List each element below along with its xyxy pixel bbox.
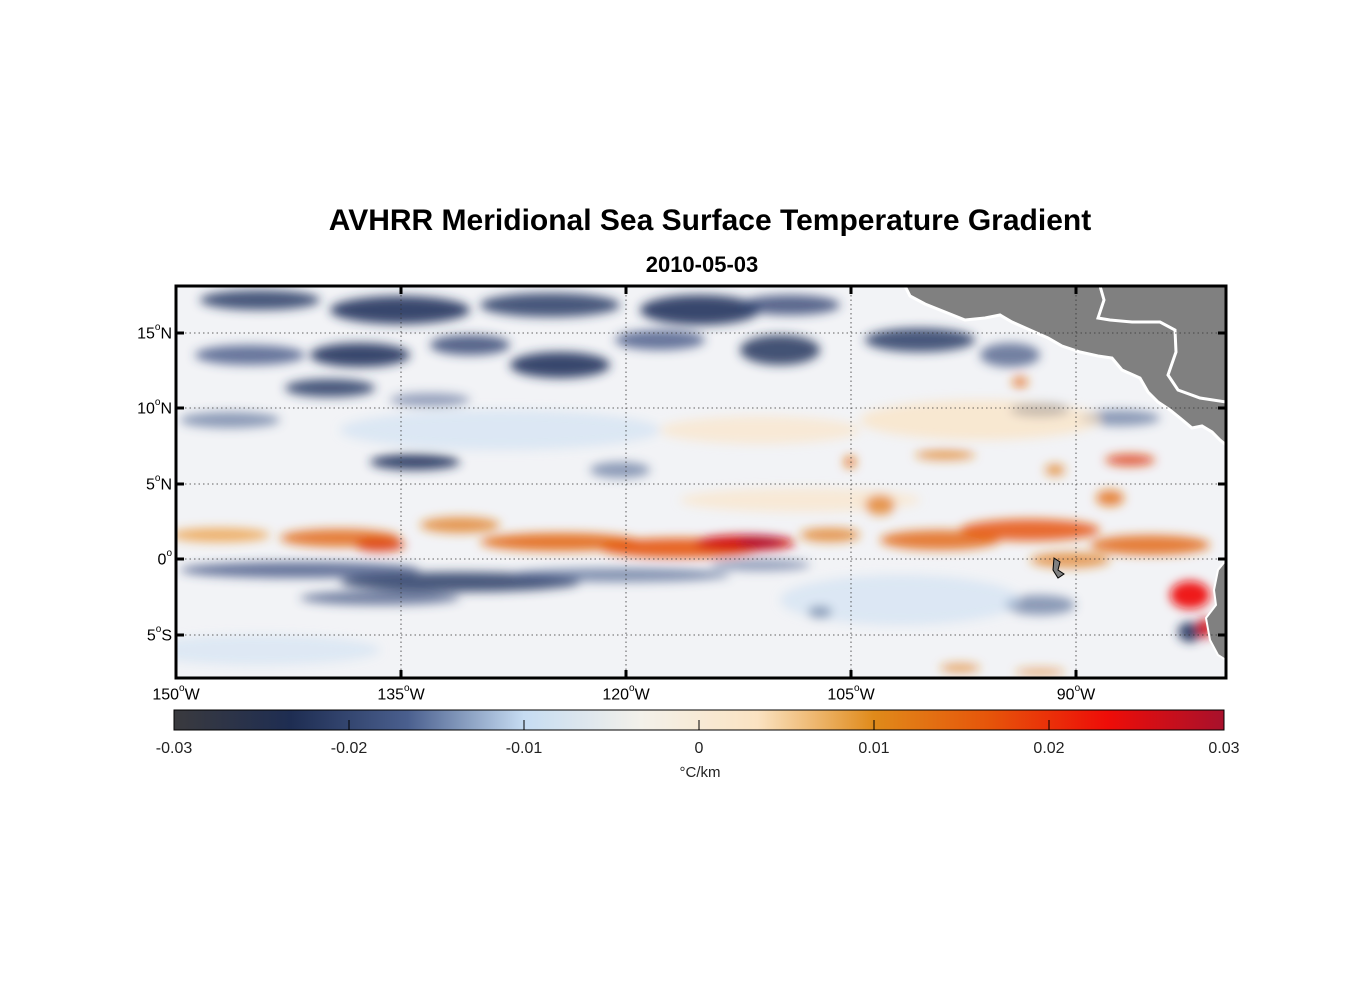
lon-label-150w: 150oW bbox=[152, 683, 200, 704]
lat-label-15n: 15oN bbox=[137, 322, 172, 343]
colorbar-tick-label: -0.03 bbox=[155, 740, 193, 757]
colorbar-unit-label: °C/km bbox=[679, 764, 721, 781]
colorbar-tick-label: -0.01 bbox=[505, 740, 543, 757]
chart-title: AVHRR Meridional Sea Surface Temperature… bbox=[328, 204, 1092, 237]
colorbar-tick-label: 0.01 bbox=[858, 740, 890, 757]
colorbar-tick-label: -0.02 bbox=[330, 740, 368, 757]
colorbar-tick-label: 0.03 bbox=[1208, 740, 1240, 757]
central-america-land bbox=[868, 286, 1226, 447]
frame-ticks bbox=[176, 286, 1226, 678]
gradient-field bbox=[176, 290, 1213, 676]
map-frame bbox=[174, 284, 1228, 680]
galapagos-islands bbox=[1052, 557, 1065, 579]
lat-label-5n: 5oN bbox=[145, 473, 172, 494]
lat-label-0: 0o bbox=[157, 548, 172, 569]
colorbar-tick-label: 0 bbox=[694, 740, 704, 757]
colorbar-ticks bbox=[348, 720, 1050, 730]
map-plot-area bbox=[176, 286, 1226, 678]
lat-label-10n: 10oN bbox=[137, 397, 172, 418]
lon-label-105w: 105oW bbox=[827, 683, 875, 704]
chart-subtitle: 2010-05-03 bbox=[645, 252, 759, 277]
lon-label-135w: 135oW bbox=[377, 683, 425, 704]
colorbar-tick-label: 0.02 bbox=[1033, 740, 1065, 757]
lon-label-120w: 120oW bbox=[602, 683, 650, 704]
lat-label-5s: 5oS bbox=[146, 624, 172, 645]
lon-label-90w: 90oW bbox=[1056, 683, 1096, 704]
